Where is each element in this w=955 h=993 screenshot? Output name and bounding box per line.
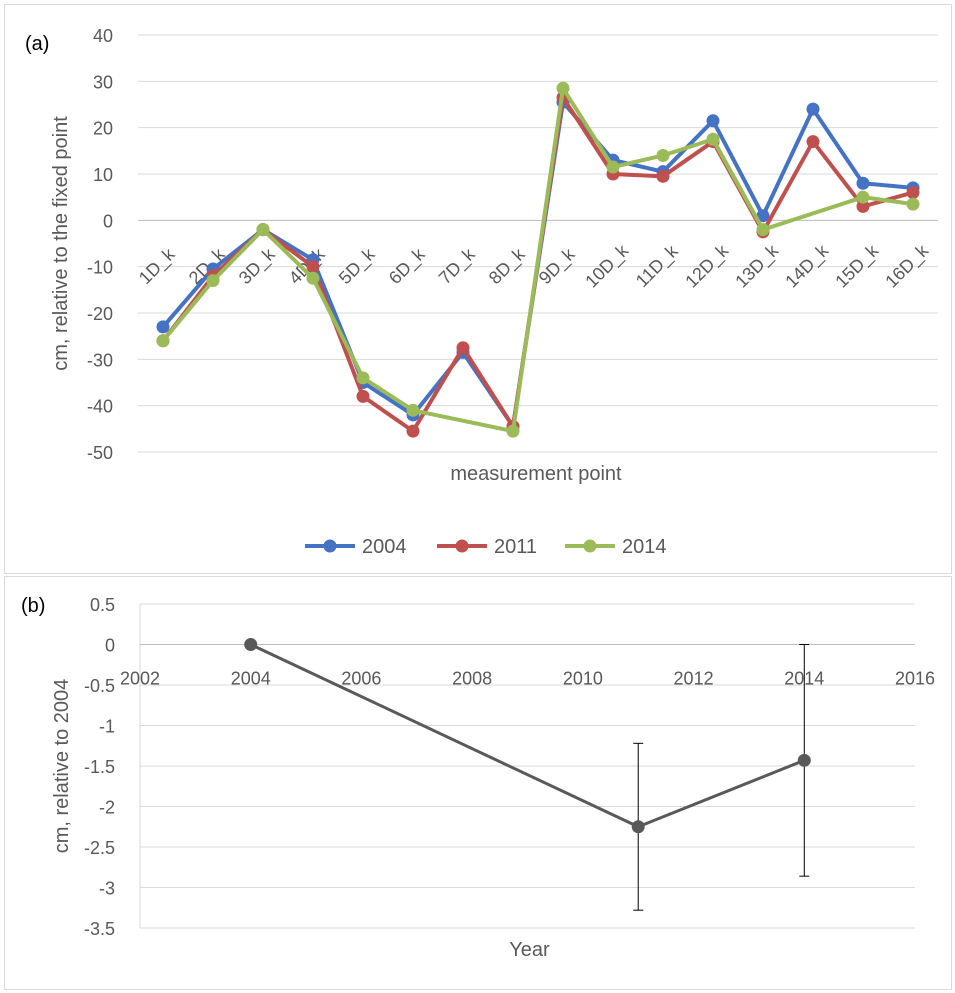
x-tick-label: 14D_k <box>781 240 833 292</box>
data-point-2014 <box>706 132 720 146</box>
data-point-2014 <box>256 223 270 237</box>
legend-label-2011: 2011 <box>494 536 537 558</box>
data-point-2011 <box>906 186 920 200</box>
data-point-2014 <box>906 197 920 211</box>
legend-marker-2011 <box>455 539 469 553</box>
data-point-2014 <box>656 148 670 162</box>
x-tick-label: 12D_k <box>681 240 733 292</box>
data-point-2011 <box>406 424 420 438</box>
x-tick-label: 2002 <box>120 669 160 689</box>
data-point-2014 <box>356 371 370 385</box>
data-point <box>244 638 258 651</box>
y-tick-label: -20 <box>87 304 113 324</box>
x-tick-label: 1D_k <box>135 243 180 288</box>
line-chart-a: -50-40-30-20-100102030401D_k2D_k3D_k4D_k… <box>50 26 938 558</box>
y-tick-label: 40 <box>93 26 113 46</box>
x-tick-label: 13D_k <box>731 240 783 292</box>
y-tick-label: -40 <box>87 397 113 417</box>
x-tick-label: 10D_k <box>581 240 633 292</box>
x-tick-label: 2008 <box>452 669 492 689</box>
data-point-2011 <box>456 341 470 355</box>
x-axis-title: Year <box>509 939 550 961</box>
chart-panel-b: (b) -3.5 -3 -2.5 -2 -1.5 -1 -0.5 0 0.5 2002 2004 20… <box>4 576 952 990</box>
data-point-2014 <box>606 160 620 174</box>
y-tick-label: -2.5 <box>84 838 115 858</box>
data-point-2011 <box>856 199 870 213</box>
data-point-2011 <box>306 260 320 274</box>
chart-panel-a: (a) -50 -40 -30 -20 -10 0 10 20 30 40 1D_k 2D_k 3D_k… <box>4 4 952 574</box>
x-tick-label: 16D_k <box>881 240 933 292</box>
data-point-2014 <box>556 81 570 95</box>
y-tick-label: -50 <box>87 443 113 463</box>
panel-label-b: (b) <box>21 595 46 617</box>
data-point-2004 <box>156 320 170 334</box>
x-tick-label: 11D_k <box>632 240 683 291</box>
data-point-2014 <box>306 271 320 285</box>
x-tick-label: 7D_k <box>435 243 480 288</box>
x-tick-label: 2006 <box>341 669 381 689</box>
y-tick-label: 20 <box>93 119 113 139</box>
y-tick-label: -2 <box>99 798 115 818</box>
x-tick-label: 8D_k <box>485 243 530 288</box>
scatter-chart-b: -3.5 -3 -2.5 -2 -1.5 -1 -0.5 0 0.5 2002 2004 2006 20… <box>51 595 935 961</box>
legend-label-2004: 2004 <box>362 536 407 558</box>
legend-marker-2014 <box>583 539 597 553</box>
y-tick-label: 0 <box>103 211 113 231</box>
panel-label-a: (a) <box>25 33 50 55</box>
data-point-2014 <box>506 424 520 438</box>
data-point-2004 <box>756 209 770 223</box>
y-axis-title: cm, relative to 2004 <box>51 679 73 854</box>
x-tick-label: 5D_k <box>335 243 380 288</box>
x-tick-label: 2004 <box>231 669 271 689</box>
x-tick-label: 6D_k <box>385 243 430 288</box>
y-tick-label: -3.5 <box>84 919 115 939</box>
data-point-2014 <box>406 403 420 417</box>
x-tick-label: 2010 <box>563 669 603 689</box>
data-point-2004 <box>706 114 720 128</box>
data-point-2014 <box>856 190 870 204</box>
y-tick-label: -10 <box>87 258 113 278</box>
series-line <box>250 643 805 829</box>
x-tick-label: 15D_k <box>831 240 883 292</box>
y-tick-label: 30 <box>93 72 113 92</box>
data-point-2004 <box>856 176 870 190</box>
y-tick-label: -0.5 <box>84 676 115 696</box>
y-tick-label: 0.5 <box>90 595 115 615</box>
data-point-2014 <box>756 223 770 237</box>
series-line-2014 <box>161 86 914 434</box>
x-axis-title: measurement point <box>450 463 622 485</box>
data-point-2011 <box>806 135 820 149</box>
y-axis-title: cm, relative to the fixed point <box>50 116 72 371</box>
data-point-2011 <box>356 389 370 403</box>
data-point-2011 <box>656 169 670 183</box>
y-tick-label: -30 <box>87 350 113 370</box>
data-point <box>797 753 811 767</box>
x-tick-label: 2012 <box>674 669 714 689</box>
legend-marker-2004 <box>323 539 337 553</box>
y-tick-label: 10 <box>93 165 113 185</box>
y-tick-label: -3 <box>99 879 115 899</box>
data-point-2004 <box>806 102 820 116</box>
data-point-2014 <box>206 274 220 288</box>
y-tick-label: -1.5 <box>84 757 115 777</box>
y-tick-label: 0 <box>105 636 115 656</box>
y-tick-label: -1 <box>99 717 115 737</box>
legend-label-2014: 2014 <box>622 536 667 558</box>
data-point-2014 <box>156 334 170 348</box>
data-point <box>631 820 645 834</box>
x-tick-label: 2016 <box>895 669 935 689</box>
